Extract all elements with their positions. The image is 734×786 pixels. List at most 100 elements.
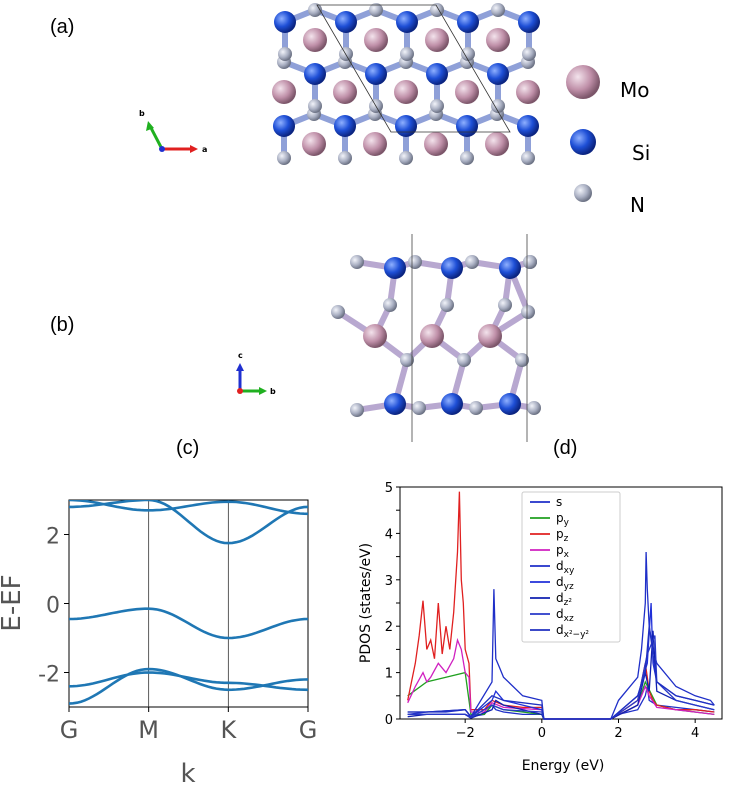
atom-mo (302, 132, 326, 156)
pdos-x-tick-label: 4 (691, 726, 699, 741)
atom-n (491, 99, 505, 113)
atom-si (396, 11, 418, 33)
band-y-tick-label: -2 (38, 663, 60, 688)
atom-mo (516, 80, 540, 104)
atom-mo (333, 80, 357, 104)
side-view-atoms (331, 255, 541, 417)
atom-mo (272, 80, 296, 104)
atom-n (440, 298, 454, 312)
panel-label-c: (c) (176, 437, 200, 459)
band-x-tick-label: G (299, 716, 318, 744)
pdos-y-tick-label: 2 (385, 620, 393, 635)
atom-si (499, 393, 521, 415)
atom-n (457, 353, 471, 367)
atom-n (498, 298, 512, 312)
atom-si (518, 11, 540, 33)
legend-n-sphere (574, 184, 592, 202)
atom-si (487, 63, 509, 85)
atom-mo (486, 28, 510, 52)
atom-si (517, 115, 539, 137)
atom-n (400, 353, 414, 367)
pdos-legend-label-s: s (556, 495, 562, 509)
atom-n (350, 403, 364, 417)
axis-label-b-top: b (139, 109, 145, 118)
atom-n (491, 3, 505, 17)
band-line-band5 (69, 500, 308, 516)
band-y-axis-label: E-EF (0, 574, 27, 631)
band-lines (69, 500, 308, 705)
band-x-tick-label: M (138, 716, 159, 744)
atom-n (521, 151, 535, 165)
pdos-line-p_z (407, 491, 715, 720)
axes-indicator-top: b a (139, 109, 207, 154)
pdos-x-tick-label: 2 (614, 726, 622, 741)
atom-n (338, 151, 352, 165)
panel-label-b: (b) (50, 314, 75, 336)
axis-label-a-top: a (202, 145, 207, 154)
pdos-y-tick-label: 4 (385, 527, 393, 542)
legend-mo-label: Mo (620, 78, 650, 102)
band-x-axis-label: k (180, 759, 195, 786)
atom-si (426, 63, 448, 85)
atom-mo (455, 80, 479, 104)
legend-n-label: N (630, 193, 645, 217)
atom-n (350, 255, 364, 269)
atom-si (273, 115, 295, 137)
pdos-line-p_y (407, 671, 715, 720)
pdos-x-axis-label: Energy (eV) (522, 758, 605, 774)
band-x-tick-label: G (60, 716, 79, 744)
top-view-atoms (272, 3, 540, 165)
panel-label-a: (a) (50, 16, 75, 38)
atom-n (527, 401, 541, 415)
atom-n (521, 305, 535, 319)
legend-si-sphere (570, 129, 596, 155)
atom-n (465, 255, 479, 269)
band-x-tick-label: K (220, 716, 237, 744)
pdos-y-tick-label: 0 (385, 713, 393, 728)
pdos-y-axis-label: PDOS (states/eV) (358, 543, 374, 663)
atom-si (334, 115, 356, 137)
atom-n (277, 151, 291, 165)
atom-n (400, 47, 414, 61)
legend-mo-sphere (566, 65, 600, 99)
band-plot-frame (68, 499, 309, 708)
atom-n (523, 255, 537, 269)
pdos-x-tick-label: 0 (538, 726, 546, 741)
axes-indicator-side: c b (236, 351, 276, 396)
atom-si (304, 63, 326, 85)
atom-n (278, 47, 292, 61)
atom-si (395, 115, 417, 137)
atom-n (383, 298, 397, 312)
pdos-legend-box (521, 491, 621, 643)
band-y-ticks: 2 0 -2 (38, 525, 69, 688)
atom-n (308, 3, 322, 17)
atom-n (469, 401, 483, 415)
atom-mo (478, 324, 502, 348)
atom-mo (363, 324, 387, 348)
pdos-y-tick-label: 1 (385, 667, 393, 682)
pdos-x-ticks: −2 0 2 4 (456, 719, 699, 741)
pdos-x-tick-label: −2 (456, 726, 475, 741)
atom-n (408, 255, 422, 269)
band-line-band4 (69, 500, 308, 545)
atom-mo (424, 132, 448, 156)
atom-mo (485, 132, 509, 156)
atom-si (499, 257, 521, 279)
atom-n (461, 47, 475, 61)
atom-mo (363, 132, 387, 156)
atom-mo (364, 28, 388, 52)
pdos-line-d_x2-y2 (407, 626, 715, 720)
atom-mo (420, 324, 444, 348)
atom-si (365, 63, 387, 85)
band-line-band1 (69, 607, 308, 640)
atom-mo (303, 28, 327, 52)
atom-n (430, 99, 444, 113)
atom-n (460, 151, 474, 165)
atom-n (522, 47, 536, 61)
atom-si (441, 393, 463, 415)
axis-label-b-side: b (270, 387, 276, 396)
axis-label-c-side: c (238, 351, 243, 360)
band-high-symmetry-lines (148, 500, 229, 707)
